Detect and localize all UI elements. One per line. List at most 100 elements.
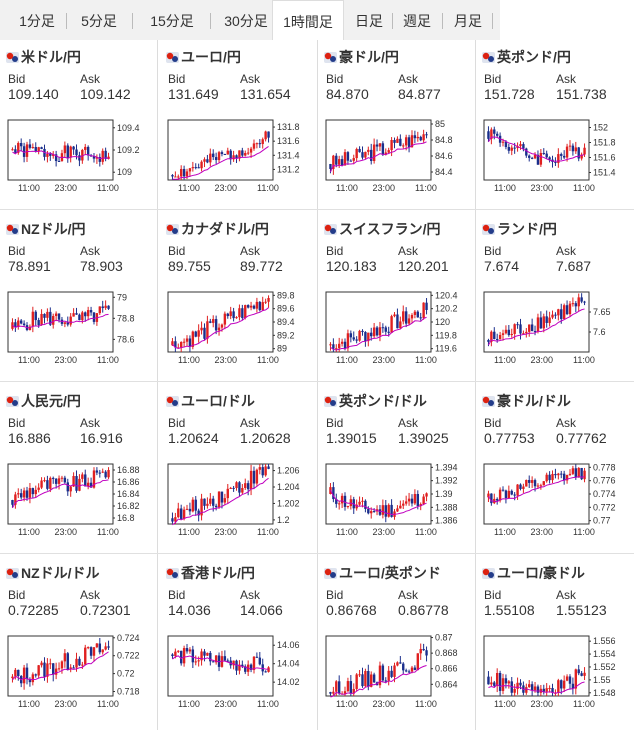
pair-name[interactable]: 英ポンド/ドル [339, 393, 427, 409]
candle-body [235, 482, 238, 488]
candle-body [69, 316, 72, 325]
x-tick-label: 11:00 [494, 183, 516, 193]
pair-title[interactable]: 香港ドル/円 [166, 563, 255, 583]
candle-body [571, 468, 575, 474]
candlestick-chart[interactable]: 85 84.8 84.6 84.4 11:00 23:00 11:00 [318, 116, 476, 198]
rate-panel[interactable]: 豪ドル/円 Bid Ask 84.870 84.877 85 84.8 84.6 84.4 11:… [318, 40, 476, 212]
chart-frame [483, 119, 590, 181]
rate-panel[interactable]: 豪ドル/ドル Bid Ask 0.77753 0.77762 0.778 0.776 0.77… [476, 384, 634, 556]
pair-title[interactable]: 豪ドル/ドル [482, 391, 571, 411]
candle-body [329, 164, 332, 169]
rate-panel[interactable]: 香港ドル/円 Bid Ask 14.036 14.066 14.06 14.04 14.02 1… [160, 556, 318, 728]
tab-5[interactable]: 1時間足 [272, 0, 344, 40]
candle-body [381, 665, 385, 681]
pair-title[interactable]: NZドル/ドル [6, 563, 100, 583]
rate-panel[interactable]: NZドル/円 Bid Ask 78.891 78.903 79 78.8 78.6 11:00 2… [0, 212, 158, 384]
candlestick-chart[interactable]: 0.724 0.722 0.72 0.718 11:00 23:00 11:00 [0, 632, 158, 714]
bid-value: 131.649 [168, 86, 219, 102]
tab-7[interactable]: 週足 [392, 0, 443, 40]
ask-label: Ask [398, 244, 419, 258]
candle-body [200, 327, 203, 331]
pair-title[interactable]: ユーロ/英ポンド [324, 563, 441, 583]
pair-name[interactable]: ユーロ/ドル [181, 393, 255, 409]
pair-name[interactable]: カナダドル/円 [181, 221, 269, 237]
pair-title[interactable]: 豪ドル/円 [324, 47, 399, 67]
tab-8[interactable]: 月足 [444, 0, 493, 40]
rate-panel[interactable]: 米ドル/円 Bid Ask 109.140 109.142 109.4 109.2 109 11… [0, 40, 158, 212]
candlestick-chart[interactable]: 7.65 7.6 11:00 23:00 11:00 [476, 288, 634, 370]
pair-title[interactable]: ランド/円 [482, 219, 557, 239]
pair-name[interactable]: 香港ドル/円 [181, 565, 255, 581]
pair-title[interactable]: NZドル/円 [6, 219, 86, 239]
candlestick-chart[interactable]: 14.06 14.04 14.02 11:00 23:00 11:00 [160, 632, 318, 714]
pair-name[interactable]: 豪ドル/ドル [497, 393, 571, 409]
rate-panel[interactable]: ユーロ/英ポンド Bid Ask 0.86768 0.86778 0.87 0.868 0.8… [318, 556, 476, 728]
ask-value: 78.903 [80, 258, 123, 274]
candle-body [367, 508, 370, 514]
candlestick-chart[interactable]: 79 78.8 78.6 11:00 23:00 11:00 [0, 288, 158, 370]
pair-name[interactable]: NZドル/ドル [21, 565, 100, 581]
pair-name[interactable]: ユーロ/豪ドル [497, 565, 585, 581]
pair-title[interactable]: ユーロ/豪ドル [482, 563, 585, 583]
pair-title[interactable]: ユーロ/円 [166, 47, 241, 67]
currency-flag-icon [166, 52, 179, 63]
pair-name[interactable]: スイスフラン/円 [339, 221, 441, 237]
rate-panel[interactable]: カナダドル/円 Bid Ask 89.755 89.772 89.8 89.6 89.4 89.… [160, 212, 318, 384]
candlestick-chart[interactable]: 131.8 131.6 131.4 131.2 11:00 23:00 11:00 [160, 116, 318, 198]
candle-body [52, 154, 55, 156]
bid-label: Bid [8, 244, 26, 258]
pair-title[interactable]: スイスフラン/円 [324, 219, 440, 239]
rate-panel[interactable]: NZドル/ドル Bid Ask 0.72285 0.72301 0.724 0.722 0.7… [0, 556, 158, 728]
rate-panel[interactable]: ユーロ/円 Bid Ask 131.649 131.654 131.8 131.6 131.4… [160, 40, 318, 212]
rate-panel[interactable]: 人民元/円 Bid Ask 16.886 16.916 16.88 16.86 16.84 16… [0, 384, 158, 556]
rate-panel[interactable]: ユーロ/ドル Bid Ask 1.20624 1.20628 1.206 1.204 1.20… [160, 384, 318, 556]
pair-title[interactable]: 米ドル/円 [6, 47, 81, 67]
candle-body [226, 488, 229, 499]
pair-name[interactable]: 豪ドル/円 [339, 49, 399, 65]
rate-panel[interactable]: ユーロ/豪ドル Bid Ask 1.55108 1.55123 1.556 1.554 1.5… [476, 556, 634, 728]
pair-name[interactable]: 英ポンド/円 [497, 49, 571, 65]
candlestick-chart[interactable]: 152 151.8 151.6 151.4 11:00 23:00 11:00 [476, 116, 634, 198]
candle-body [19, 493, 23, 498]
pair-name[interactable]: ランド/円 [497, 221, 557, 237]
pair-name[interactable]: 人民元/円 [21, 393, 81, 409]
rate-panel[interactable]: スイスフラン/円 Bid Ask 120.183 120.201 120.4 120.2 12… [318, 212, 476, 384]
pair-title[interactable]: 人民元/円 [6, 391, 81, 411]
pair-title[interactable]: 英ポンド/ドル [324, 391, 427, 411]
pair-name[interactable]: NZドル/円 [21, 221, 86, 237]
tab-1[interactable]: 1分足 [8, 0, 67, 40]
candle-body [86, 482, 90, 487]
candlestick-chart[interactable]: 109.4 109.2 109 11:00 23:00 11:00 [0, 116, 158, 198]
candle-body [81, 312, 84, 321]
pair-title[interactable]: 英ポンド/円 [482, 47, 571, 67]
pair-title[interactable]: ユーロ/ドル [166, 391, 255, 411]
candlestick-chart[interactable]: 0.87 0.868 0.866 0.864 11:00 23:00 11:00 [318, 632, 476, 714]
candle-body [367, 671, 370, 687]
candle-body [179, 342, 183, 348]
pair-title[interactable]: カナダドル/円 [166, 219, 269, 239]
candle-body [580, 467, 583, 480]
rate-panel[interactable]: 英ポンド/ドル Bid Ask 1.39015 1.39025 1.394 1.392 1.3… [318, 384, 476, 556]
pair-name[interactable]: ユーロ/円 [181, 49, 241, 65]
rate-panel[interactable]: 英ポンド/円 Bid Ask 151.728 151.738 152 151.8 151.6 1… [476, 40, 634, 212]
candle-body [107, 646, 110, 648]
candle-body [66, 322, 69, 325]
pair-name[interactable]: ユーロ/英ポンド [339, 565, 441, 581]
candle-body [335, 155, 338, 165]
tab-6[interactable]: 日足 [346, 0, 393, 40]
tab-3[interactable]: 15分足 [134, 0, 211, 40]
y-tick-label: 1.204 [277, 482, 300, 492]
tab-4[interactable]: 30分足 [212, 0, 281, 40]
candlestick-chart[interactable]: 1.206 1.204 1.202 1.2 11:00 23:00 11:00 [160, 460, 318, 542]
pair-name[interactable]: 米ドル/円 [21, 49, 81, 65]
tab-label: 5分足 [81, 13, 117, 29]
tab-2[interactable]: 5分足 [66, 0, 133, 40]
rate-panel[interactable]: ランド/円 Bid Ask 7.674 7.687 7.65 7.6 11:00 23:00 11… [476, 212, 634, 384]
candle-body [393, 665, 396, 677]
candlestick-chart[interactable]: 16.88 16.86 16.84 16.82 16.8 11:00 23:00 11:00 [0, 460, 158, 542]
